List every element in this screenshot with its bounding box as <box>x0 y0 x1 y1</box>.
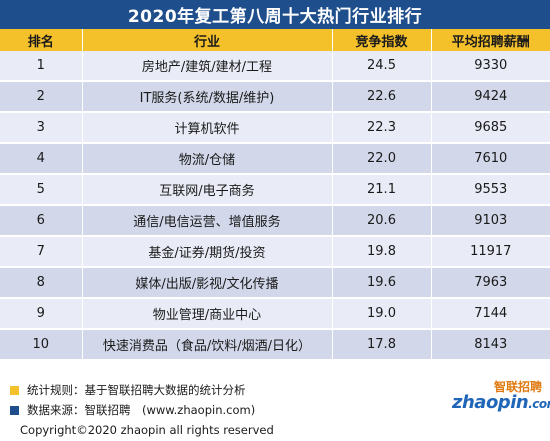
industry-cell: 房地产/建筑/建材/工程 <box>82 51 333 82</box>
table-row: 6 通信/电信运营、增值服务 20.6 9103 <box>0 205 550 237</box>
header-industry: 行业 <box>82 29 333 51</box>
avg-salary-cell: 9553 <box>431 174 550 206</box>
table-row: 10 快速消费品（食品/饮料/烟酒/日化） 17.8 8143 <box>0 329 550 361</box>
competition-index-cell: 21.1 <box>332 174 432 206</box>
rank-cell: 6 <box>0 205 83 237</box>
avg-salary-cell: 7963 <box>431 267 550 299</box>
logo-main-text: zhaopin <box>452 392 529 413</box>
logo-chinese-text: 智联招聘 <box>493 380 542 394</box>
industry-cell: 物流/仓储 <box>82 143 333 175</box>
industry-cell: 通信/电信运营、增值服务 <box>82 205 333 237</box>
industry-cell: 基金/证券/期货/投资 <box>82 236 333 268</box>
rank-cell: 10 <box>0 329 83 361</box>
stat-rule-note: 统计规则：基于智联招聘大数据的统计分析 <box>10 382 246 398</box>
rank-cell: 4 <box>0 143 83 175</box>
industry-cell: IT服务(系统/数据/维护) <box>82 81 333 113</box>
industry-cell: 媒体/出版/影视/文化传播 <box>82 267 333 299</box>
industry-cell: 计算机软件 <box>82 112 333 144</box>
rank-cell: 3 <box>0 112 83 144</box>
avg-salary-cell: 11917 <box>431 236 550 268</box>
rank-cell: 1 <box>0 51 83 82</box>
logo-dotcom-text: .com <box>528 397 550 411</box>
avg-salary-cell: 7610 <box>431 143 550 175</box>
logo-wordmark: zhaopin.com <box>452 392 550 413</box>
avg-salary-cell: 9685 <box>431 112 550 144</box>
avg-salary-cell: 8143 <box>431 329 550 361</box>
avg-salary-cell: 9424 <box>431 81 550 113</box>
avg-salary-cell: 9330 <box>431 51 550 82</box>
competition-index-cell: 22.3 <box>332 112 432 144</box>
header-competition-index: 竞争指数 <box>332 29 432 51</box>
table-row: 9 物业管理/商业中心 19.0 7144 <box>0 298 550 330</box>
header-avg-salary: 平均招聘薪酬 <box>431 29 550 51</box>
industry-cell: 物业管理/商业中心 <box>82 298 333 330</box>
competition-index-cell: 22.0 <box>332 143 432 175</box>
avg-salary-cell: 7144 <box>431 298 550 330</box>
table-row: 7 基金/证券/期货/投资 19.8 11917 <box>0 236 550 268</box>
table-row: 1 房地产/建筑/建材/工程 24.5 9330 <box>0 51 550 82</box>
ranking-table: 排名 行业 竞争指数 平均招聘薪酬 1 房地产/建筑/建材/工程 24.5 9330 2… <box>0 29 550 361</box>
blue-square-icon <box>10 405 19 415</box>
copyright-text: Copyright©2020 zhaopin all rights reserv… <box>20 423 274 437</box>
table-row: 8 媒体/出版/影视/文化传播 19.6 7963 <box>0 267 550 299</box>
page-title: 2020年复工第八周十大热门行业排行 <box>0 0 550 29</box>
competition-index-cell: 24.5 <box>332 51 432 82</box>
table-row: 4 物流/仓储 22.0 7610 <box>0 143 550 175</box>
zhaopin-logo: 智联招聘 zhaopin.com <box>452 378 550 418</box>
table-row: 3 计算机软件 22.3 9685 <box>0 112 550 144</box>
table-header-row: 排名 行业 竞争指数 平均招聘薪酬 <box>0 29 550 51</box>
data-source-note: 数据来源：智联招聘 (www.zhaopin.com) <box>10 402 255 418</box>
rank-cell: 2 <box>0 81 83 113</box>
competition-index-cell: 19.8 <box>332 236 432 268</box>
competition-index-cell: 22.6 <box>332 81 432 113</box>
table-row: 2 IT服务(系统/数据/维护) 22.6 9424 <box>0 81 550 113</box>
rank-cell: 9 <box>0 298 83 330</box>
data-source-text: 数据来源：智联招聘 (www.zhaopin.com) <box>27 403 256 417</box>
avg-salary-cell: 9103 <box>431 205 550 237</box>
header-rank: 排名 <box>0 29 83 51</box>
stat-rule-text: 统计规则：基于智联招聘大数据的统计分析 <box>27 383 246 397</box>
rank-cell: 7 <box>0 236 83 268</box>
rank-cell: 5 <box>0 174 83 206</box>
industry-cell: 互联网/电子商务 <box>82 174 333 206</box>
competition-index-cell: 19.6 <box>332 267 432 299</box>
competition-index-cell: 19.0 <box>332 298 432 330</box>
competition-index-cell: 20.6 <box>332 205 432 237</box>
industry-cell: 快速消费品（食品/饮料/烟酒/日化） <box>82 329 333 361</box>
yellow-square-icon <box>10 385 19 395</box>
rank-cell: 8 <box>0 267 83 299</box>
competition-index-cell: 17.8 <box>332 329 432 361</box>
table-row: 5 互联网/电子商务 21.1 9553 <box>0 174 550 206</box>
